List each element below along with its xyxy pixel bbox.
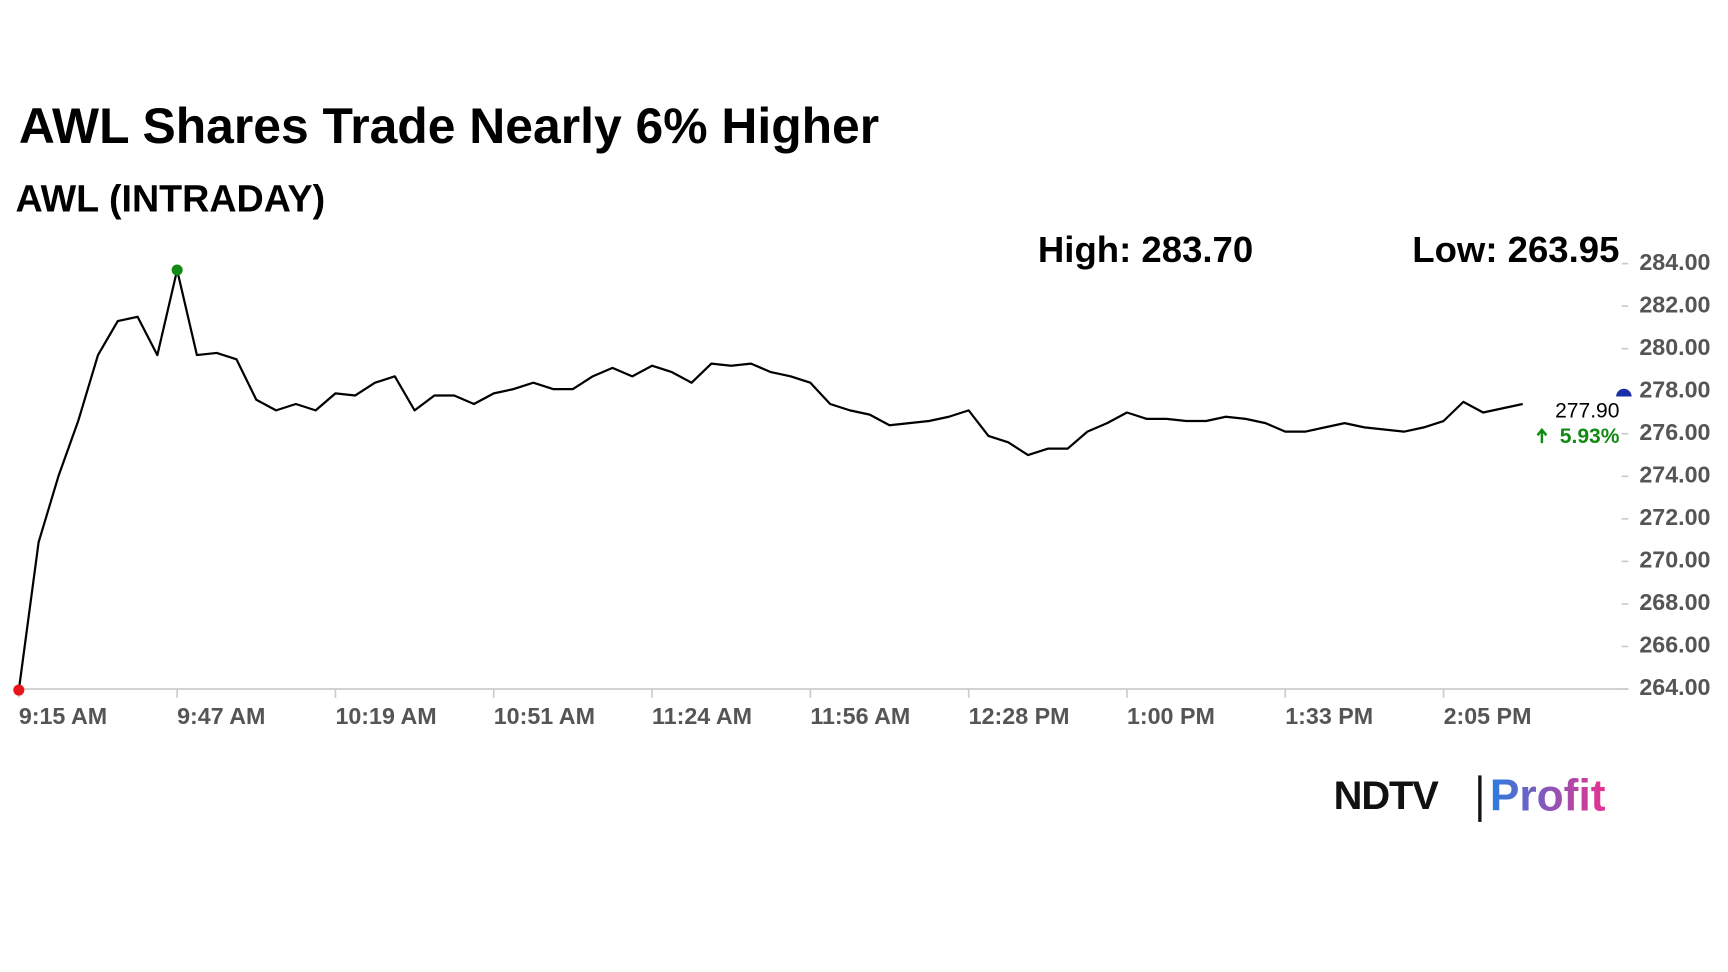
change-label: 5.93% [1560, 425, 1620, 448]
logo-ndtv: NDTV [1334, 774, 1440, 818]
current-marker [1616, 388, 1632, 397]
x-tick-label: 1:33 PM [1285, 703, 1373, 729]
y-tick-label: 282.00 [1639, 291, 1710, 317]
x-tick-label: 10:19 AM [335, 703, 436, 729]
x-tick-label: 10:51 AM [494, 703, 595, 729]
x-tick-label: 9:15 AM [19, 703, 107, 729]
y-tick-label: 274.00 [1639, 461, 1710, 487]
chart-title: AWL Shares Trade Nearly 6% Higher [19, 98, 879, 154]
x-tick-label: 9:47 AM [177, 703, 265, 729]
y-tick-label: 276.00 [1639, 419, 1710, 445]
x-tick-label: 1:00 PM [1127, 703, 1215, 729]
chart-subtitle: AWL (INTRADAY) [16, 178, 326, 220]
up-arrow [1536, 427, 1548, 444]
y-tick-label: 266.00 [1639, 632, 1710, 658]
y-tick-label: 270.00 [1639, 547, 1710, 573]
y-tick-label: 264.00 [1639, 674, 1710, 700]
x-tick-label: 12:28 PM [969, 703, 1070, 729]
y-tick-label: 268.00 [1639, 589, 1710, 615]
x-tick-label: 2:05 PM [1444, 703, 1532, 729]
x-tick-label: 11:24 AM [652, 703, 752, 729]
low-dot [13, 684, 25, 696]
high-label: High: 283.70 [1038, 229, 1253, 270]
logo-profit: Profit [1490, 771, 1606, 820]
y-tick-label: 272.00 [1639, 504, 1710, 530]
high-dot [171, 264, 183, 276]
logo: NDTV Profit [1334, 771, 1606, 822]
low-label: Low: 263.95 [1412, 229, 1619, 270]
price-line [17, 268, 1523, 691]
y-tick-label: 280.00 [1639, 334, 1710, 360]
last-price: 277.90 [1555, 400, 1619, 423]
y-tick-label: 284.00 [1639, 249, 1710, 275]
x-tick-label: 11:56 AM [810, 703, 910, 729]
y-tick-label: 278.00 [1639, 376, 1710, 402]
